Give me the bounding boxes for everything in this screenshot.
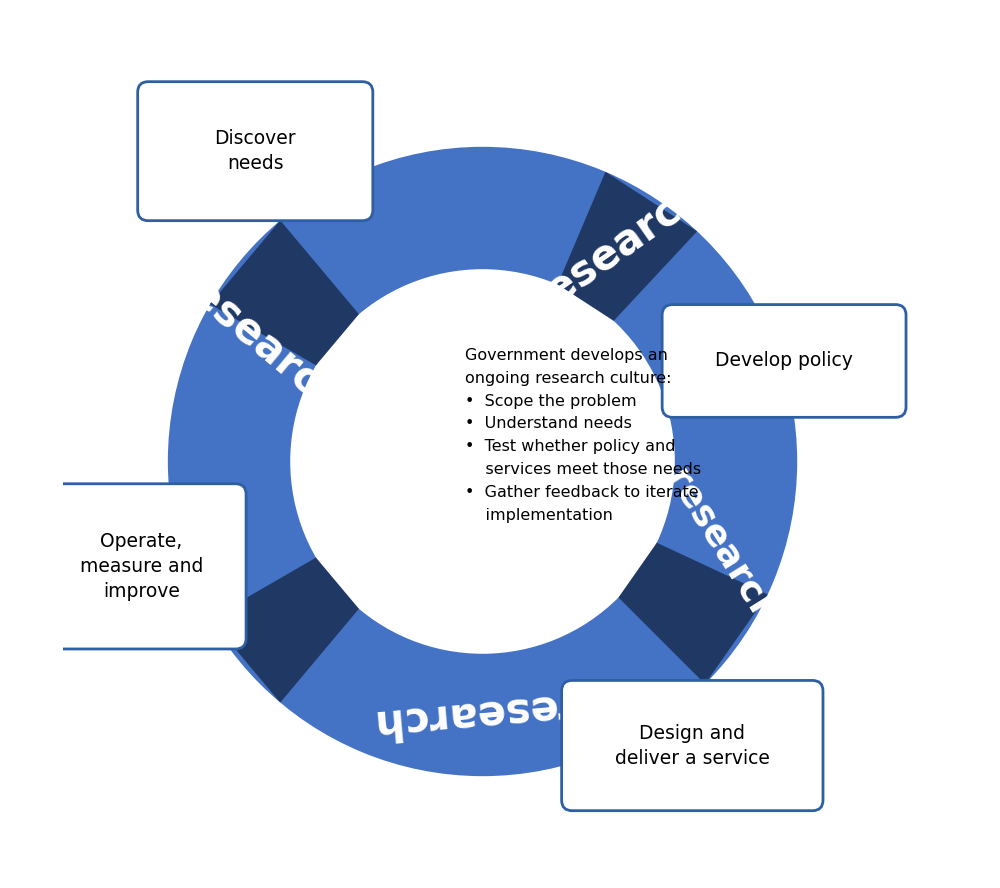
Polygon shape (558, 171, 697, 321)
Polygon shape (210, 220, 359, 365)
Text: research: research (167, 261, 351, 424)
FancyBboxPatch shape (138, 82, 373, 220)
FancyBboxPatch shape (662, 305, 906, 417)
Polygon shape (618, 543, 768, 684)
FancyBboxPatch shape (562, 680, 823, 811)
Text: Develop policy: Develop policy (715, 352, 853, 370)
Text: research: research (521, 170, 713, 322)
Text: research: research (366, 685, 573, 744)
Text: Discover
needs: Discover needs (214, 129, 296, 173)
Text: research: research (659, 464, 782, 632)
Text: Design and
deliver a service: Design and deliver a service (615, 724, 770, 767)
Wedge shape (168, 147, 797, 776)
FancyBboxPatch shape (37, 484, 246, 649)
Text: Government develops an
ongoing research culture:
•  Scope the problem
•  Underst: Government develops an ongoing research … (465, 348, 701, 522)
Polygon shape (210, 558, 359, 702)
Text: Operate,
measure and
improve: Operate, measure and improve (80, 532, 203, 601)
